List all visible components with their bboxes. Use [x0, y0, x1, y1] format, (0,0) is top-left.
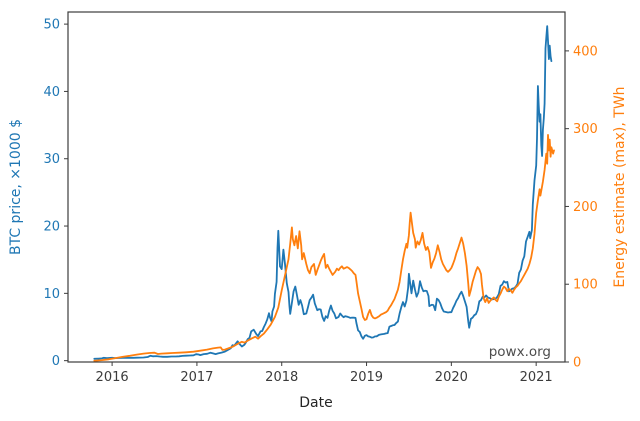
left-y-tick-label: 50: [43, 18, 60, 33]
x-tick-label: 2021: [520, 370, 553, 385]
left-y-tick-label: 30: [43, 152, 60, 167]
watermark-text: powx.org: [488, 344, 551, 360]
left-y-tick-label: 20: [43, 220, 60, 235]
right-y-tick-label: 100: [573, 278, 598, 293]
x-tick-label: 2020: [435, 370, 468, 385]
left-y-tick-label: 0: [52, 354, 60, 369]
left-y-axis-label: BTC price, ×1000 $: [8, 118, 24, 256]
left-y-tick-label: 10: [43, 287, 60, 302]
x-tick-label: 2017: [180, 370, 213, 385]
right-y-tick-label: 200: [573, 200, 598, 215]
x-tick-label: 2016: [96, 370, 129, 385]
x-tick-label: 2019: [350, 370, 383, 385]
x-tick-label: 2018: [265, 370, 298, 385]
right-y-tick-label: 300: [573, 122, 598, 137]
x-axis-label: Date: [299, 395, 333, 411]
btc-price-line: [93, 25, 553, 360]
energy-estimate-line: [93, 133, 555, 362]
plot-border: [67, 11, 566, 363]
right-y-tick-label: 0: [573, 356, 581, 371]
left-y-tick-label: 40: [43, 85, 60, 100]
right-y-axis-label: Energy estimate (max), TWh: [612, 86, 628, 288]
right-y-tick-label: 400: [573, 44, 598, 59]
